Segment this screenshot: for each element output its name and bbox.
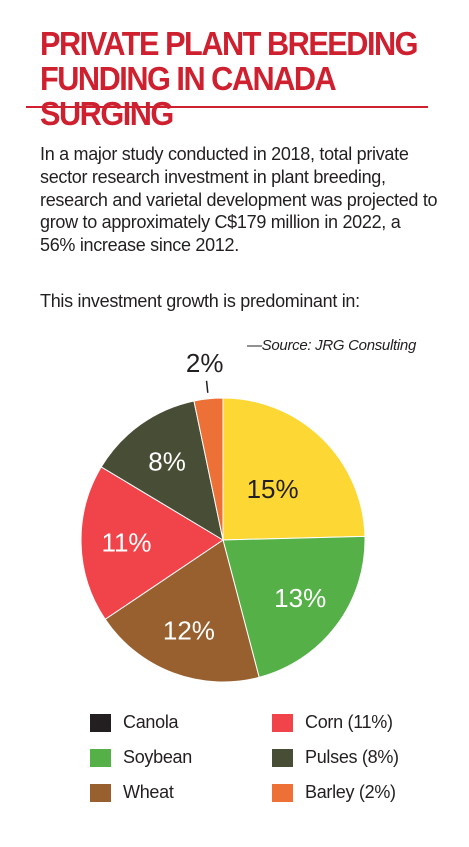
legend-item-pulses: Pulses (8%)	[272, 747, 399, 768]
pie-slice-15	[222, 397, 366, 541]
legend-label: Barley (2%)	[305, 782, 396, 802]
page-title: PRIVATE PLANT BREEDING FUNDING IN CANADA…	[40, 26, 431, 131]
legend-item-corn: Corn (11%)	[272, 712, 393, 733]
intro-sentence: This investment growth is predominant in…	[40, 291, 360, 311]
legend-swatch	[90, 748, 111, 767]
legend-label: Soybean	[123, 747, 192, 767]
pie-slice-11	[80, 466, 224, 620]
pie-slice-12	[104, 539, 260, 683]
legend-swatch	[90, 713, 111, 732]
pie-slice-2	[193, 397, 224, 541]
legend-label: Canola	[123, 712, 179, 732]
title-line-1: PRIVATE PLANT BREEDING	[40, 25, 419, 62]
legend-swatch	[272, 748, 293, 767]
study-paragraph: In a major study conducted in 2018, tota…	[40, 144, 438, 256]
pie-label-15: 15%	[247, 474, 299, 504]
legend-item-barley: Barley (2%)	[272, 782, 396, 803]
pie-label-13: 13%	[274, 583, 326, 613]
pie-label-11: 11%	[101, 528, 151, 558]
pie-label-2: 2%	[186, 350, 224, 378]
legend-label: Wheat	[123, 782, 174, 802]
legend-label: Pulses (8%)	[305, 747, 399, 767]
legend-item-wheat: Wheat	[90, 782, 174, 803]
legend-item-canola: Canola	[90, 712, 179, 733]
title-line-2: FUNDING IN CANADA SURGING	[40, 60, 336, 132]
pie-slice-13	[222, 535, 366, 678]
legend-label: Corn (11%)	[305, 712, 393, 732]
legend-swatch	[272, 783, 293, 802]
pie-slice-8	[100, 400, 224, 542]
pie-chart: 15% 13% 12% 11% 8% 2%	[80, 350, 366, 683]
legend-swatch	[272, 713, 293, 732]
title-divider	[26, 106, 428, 108]
legend-item-soybean: Soybean	[90, 747, 192, 768]
source-credit: —Source: JRG Consulting	[246, 337, 416, 354]
legend-swatch	[90, 783, 111, 802]
pie-leader-line	[205, 380, 209, 393]
pie-label-8: 8%	[148, 446, 186, 476]
pie-label-12: 12%	[163, 615, 215, 645]
chart-legend: Canola Corn (11%) Soybean Pulses (8%) Wheat B…	[0, 700, 469, 820]
